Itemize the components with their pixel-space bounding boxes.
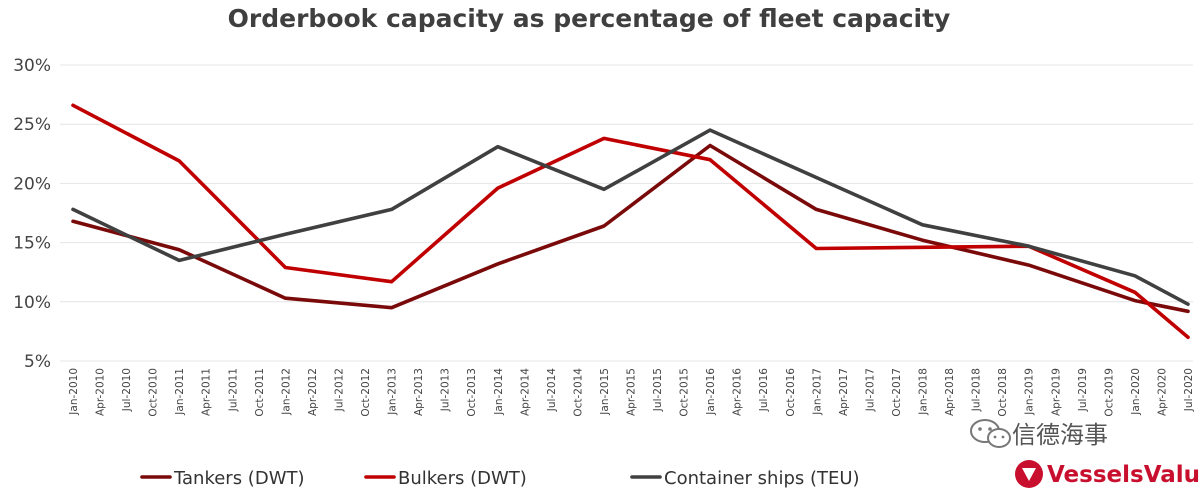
- x-tick-label: Oct-2015: [679, 368, 691, 417]
- watermark-text: 信德海事: [1012, 421, 1108, 449]
- x-tick-label: Jul-2017: [864, 368, 876, 412]
- y-tick-label: 25%: [13, 115, 51, 135]
- legend: Tankers (DWT) Bulkers (DWT) Container ship…: [140, 468, 860, 489]
- x-tick-label: Oct-2012: [360, 368, 372, 417]
- x-tick-label: Oct-2018: [997, 368, 1009, 417]
- x-tick-label: Jan-2019: [1024, 368, 1036, 416]
- series-line: [71, 128, 1190, 307]
- x-axis-ticks: Jan-2010 Apr-2010 Jul-2010 Oct-2010 Jan-2011…: [68, 368, 1195, 417]
- x-tick-label: Apr-2017: [838, 368, 850, 416]
- x-tick-label: Jul-2019: [1077, 368, 1089, 412]
- legend-label: Tankers (DWT): [173, 468, 305, 489]
- x-tick-label: Oct-2017: [891, 368, 903, 417]
- vesselsvalue-logo-icon: [1015, 460, 1043, 488]
- x-tick-label: Jul-2020: [1183, 368, 1195, 412]
- x-tick-label: Jul-2016: [758, 368, 770, 412]
- x-tick-label: Apr-2015: [626, 368, 638, 416]
- y-tick-label: 30%: [13, 56, 51, 76]
- x-tick-label: Oct-2019: [1103, 368, 1115, 417]
- x-tick-label: Apr-2020: [1156, 368, 1168, 416]
- x-tick-label: Jul-2012: [333, 368, 345, 412]
- x-tick-label: Oct-2011: [254, 368, 266, 417]
- x-tick-label: Jan-2012: [280, 368, 292, 416]
- series-line: [71, 143, 1190, 314]
- brand-logo: VesselsValue: [1015, 460, 1200, 488]
- y-tick-label: 5%: [24, 352, 51, 372]
- x-tick-label: Apr-2013: [413, 368, 425, 416]
- brand-name: VesselsValue: [1047, 462, 1200, 488]
- x-tick-label: Jan-2016: [705, 368, 717, 416]
- x-tick-label: Jan-2020: [1130, 368, 1142, 416]
- x-tick-label: Jul-2018: [971, 368, 983, 412]
- y-axis-ticks: 5% 10% 15% 20% 25% 30%: [13, 56, 51, 372]
- x-tick-label: Jan-2013: [387, 368, 399, 416]
- y-tick-label: 15%: [13, 234, 51, 254]
- x-tick-label: Apr-2010: [95, 368, 107, 416]
- x-tick-label: Oct-2013: [466, 368, 478, 417]
- x-tick-label: Jan-2010: [68, 368, 80, 416]
- x-tick-label: Jan-2011: [174, 368, 186, 416]
- x-tick-label: Apr-2011: [201, 368, 213, 416]
- x-tick-label: Jul-2014: [546, 368, 558, 412]
- x-tick-label: Jul-2010: [121, 368, 133, 412]
- wechat-icon: [970, 419, 1011, 448]
- watermark: 信德海事: [970, 419, 1108, 449]
- x-tick-label: Apr-2019: [1050, 368, 1062, 416]
- x-tick-label: Jan-2018: [918, 368, 930, 416]
- series-line: [71, 103, 1190, 340]
- chart-title: Orderbook capacity as percentage of flee…: [228, 4, 951, 33]
- x-tick-label: Oct-2010: [148, 368, 160, 417]
- x-tick-label: Jan-2015: [599, 368, 611, 416]
- y-tick-label: 10%: [13, 293, 51, 313]
- x-tick-label: Oct-2016: [785, 368, 797, 417]
- x-tick-label: Jan-2014: [493, 368, 505, 416]
- x-tick-label: Jan-2017: [811, 368, 823, 416]
- legend-label: Container ships (TEU): [664, 468, 860, 489]
- x-tick-label: Apr-2012: [307, 368, 319, 416]
- series-lines: [71, 103, 1190, 340]
- x-tick-label: Jul-2015: [652, 368, 664, 412]
- x-tick-label: Oct-2014: [572, 368, 584, 417]
- y-tick-label: 20%: [13, 174, 51, 194]
- x-tick-label: Apr-2016: [732, 368, 744, 416]
- legend-label: Bulkers (DWT): [398, 468, 527, 489]
- x-tick-label: Jul-2013: [440, 368, 452, 412]
- x-tick-label: Apr-2014: [519, 368, 531, 416]
- x-tick-label: Jul-2011: [227, 368, 239, 412]
- x-tick-label: Apr-2018: [944, 368, 956, 416]
